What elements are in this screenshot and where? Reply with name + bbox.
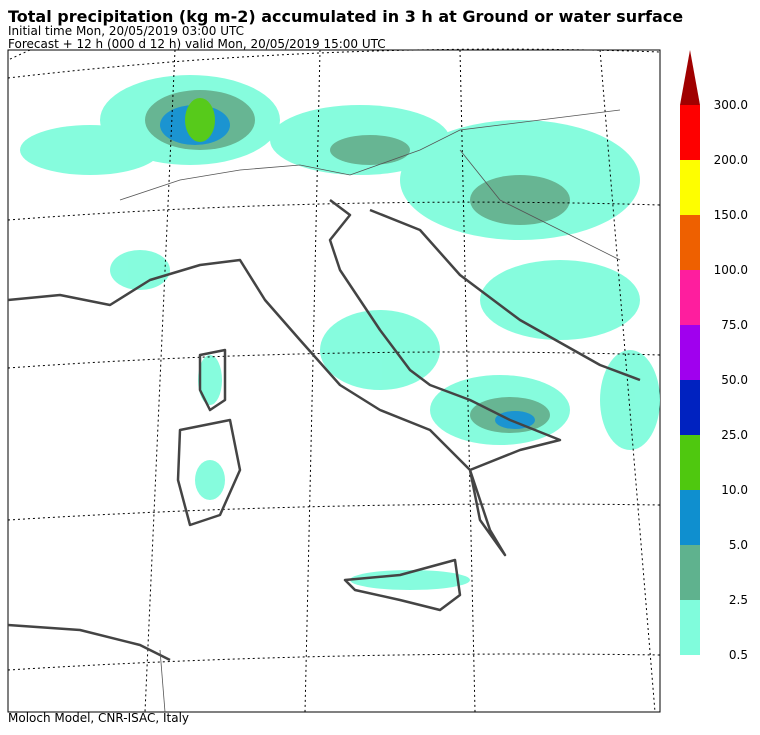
colorbar-label: 10.0: [721, 483, 748, 497]
title: Total precipitation (kg m-2) accumulated…: [8, 7, 683, 26]
colorbar-segment: [680, 380, 700, 435]
colorbar-segment: [680, 270, 700, 325]
colorbar-arrow: [680, 50, 700, 105]
colorbar-label: 0.5: [729, 648, 748, 662]
initial-time: Initial time Mon, 20/05/2019 03:00 UTC: [8, 24, 244, 38]
graticule: [7, 48, 661, 713]
coastlines: [7, 199, 641, 662]
colorbar-segment: [680, 105, 700, 160]
colorbar-label: 25.0: [721, 428, 748, 442]
colorbar-label: 200.0: [714, 153, 748, 167]
colorbar-label: 150.0: [714, 208, 748, 222]
colorbar-segment: [680, 160, 700, 215]
forecast-time: Forecast + 12 h (000 d 12 h) valid Mon, …: [8, 37, 386, 51]
colorbar-segment: [680, 600, 700, 655]
colorbar-segment: [680, 545, 700, 600]
colorbar-label: 75.0: [721, 318, 748, 332]
colorbar-label: 2.5: [729, 593, 748, 607]
colorbar-label: 5.0: [729, 538, 748, 552]
colorbar-label: 100.0: [714, 263, 748, 277]
colorbar-segment: [680, 490, 700, 545]
colorbar: 0.5 2.5 5.0 10.0 25.0 50.0 75.0 100.0 150.0 200.0…: [680, 50, 748, 662]
footer: Moloch Model, CNR-ISAC, Italy: [8, 711, 189, 725]
borders: [119, 109, 621, 713]
colorbar-segment: [680, 215, 700, 270]
colorbar-label: 300.0: [714, 98, 748, 112]
colorbar-segment: [680, 325, 700, 380]
map: [7, 48, 661, 713]
colorbar-label: 50.0: [721, 373, 748, 387]
colorbar-segment: [680, 435, 700, 490]
